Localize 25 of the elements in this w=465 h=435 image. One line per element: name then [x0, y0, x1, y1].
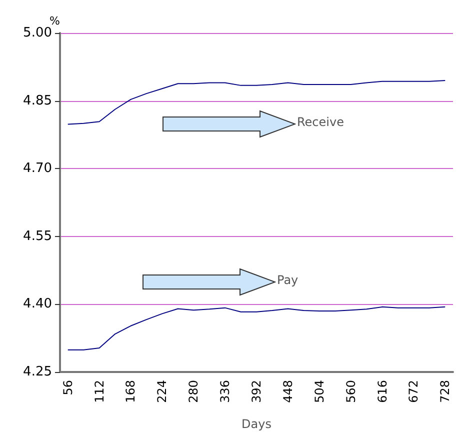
y-tick-label: 4.55	[23, 228, 52, 244]
y-tick-label: 4.25	[23, 364, 52, 380]
x-tick-label: 728	[438, 380, 452, 403]
x-axis-title: Days	[242, 417, 272, 431]
y-tick-label: 5.00	[23, 26, 52, 40]
y-tick-label: 4.40	[23, 296, 52, 312]
annotation: Receive	[297, 115, 344, 129]
x-tick-label: 616	[375, 380, 390, 403]
x-tick-label: 112	[92, 380, 106, 403]
x-tick-label: 336	[218, 380, 232, 403]
y-axis-title: %	[50, 14, 60, 28]
x-tick-label: 448	[280, 380, 295, 403]
annotation: Pay	[277, 273, 298, 287]
x-tick-label: 168	[124, 380, 138, 403]
x-tick-label: 224	[155, 380, 170, 403]
line-series	[67, 80, 446, 125]
y-tick-label: 4.85	[23, 93, 52, 108]
x-tick-label: 280	[186, 380, 201, 403]
line-series	[67, 306, 446, 350]
x-tick-label: 56	[60, 380, 75, 396]
x-tick-label: 392	[250, 380, 264, 403]
x-tick-label: 504	[312, 380, 326, 403]
y-tick-label: 4.70	[23, 161, 52, 176]
x-tick-label: 560	[344, 380, 358, 403]
x-tick-label: 672	[406, 380, 421, 403]
